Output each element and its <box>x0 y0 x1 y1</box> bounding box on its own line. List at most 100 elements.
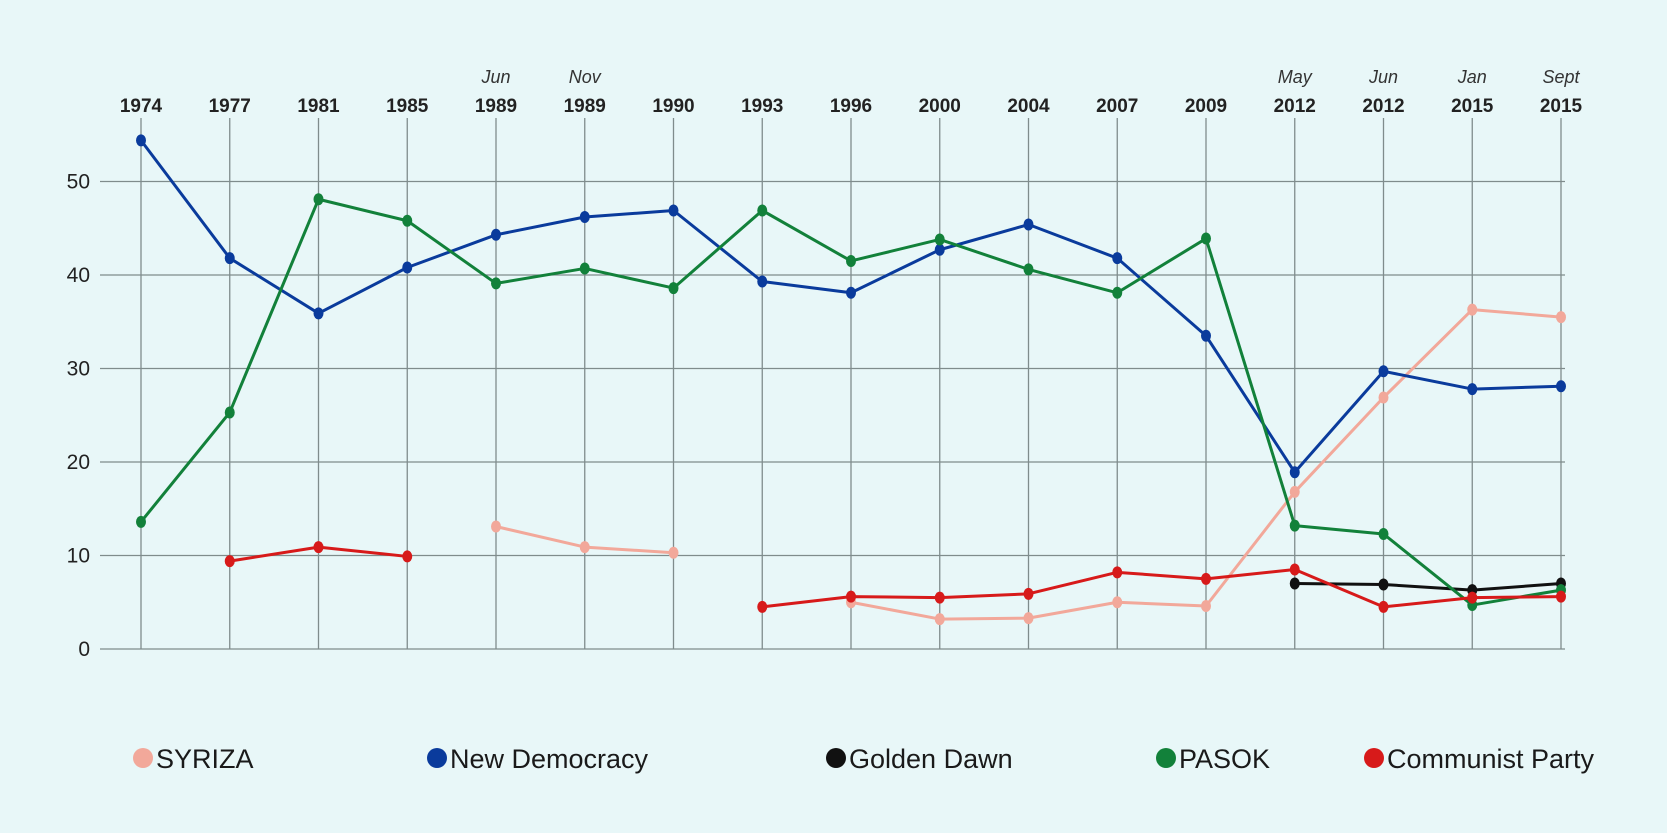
data-point-pasok <box>757 204 768 217</box>
data-point-pasok <box>224 406 235 419</box>
data-point-new-democracy <box>1467 383 1478 396</box>
data-point-new-democracy <box>1201 329 1211 342</box>
series-lines <box>136 134 1566 626</box>
x-tick-label-month: Sept <box>1542 67 1580 87</box>
legend-marker <box>427 748 447 768</box>
data-point-syriza <box>668 546 679 559</box>
x-tick-label-year: 2012 <box>1274 96 1316 117</box>
data-point-communist-party <box>1201 572 1211 585</box>
data-point-communist-party <box>757 600 768 613</box>
data-point-new-democracy <box>934 243 945 256</box>
data-point-new-democracy <box>136 134 146 147</box>
series-communist-party <box>224 541 1566 613</box>
data-point-new-democracy <box>579 211 590 224</box>
data-point-communist-party <box>1556 590 1566 603</box>
legend-label: Communist Party <box>1387 744 1595 774</box>
x-tick-label-year: 2009 <box>1185 96 1227 117</box>
x-axis-labels: 1974 1977 1981 1985 Jun 1989 Nov 1989 1990 1993 19… <box>120 67 1583 117</box>
legend-label: PASOK <box>1179 744 1270 774</box>
data-point-new-democracy <box>668 204 679 217</box>
data-point-pasok <box>491 277 501 290</box>
data-point-pasok <box>1378 527 1389 540</box>
x-tick-label-year: 2004 <box>1007 96 1050 117</box>
series-syriza <box>491 303 1566 626</box>
data-point-pasok <box>1289 519 1300 532</box>
data-point-new-democracy <box>491 228 501 241</box>
y-tick-label: 50 <box>67 171 90 194</box>
x-tick-label-year: 2015 <box>1540 96 1583 117</box>
data-point-syriza <box>934 613 945 626</box>
x-tick-label-year: 1985 <box>386 96 429 117</box>
x-tick-label-month: Jan <box>1457 67 1487 87</box>
data-point-communist-party <box>846 590 856 603</box>
data-point-pasok <box>1112 286 1123 299</box>
data-point-syriza <box>1467 303 1478 316</box>
legend-item-new-democracy: New Democracy <box>427 744 649 774</box>
legend-item-pasok: PASOK <box>1156 744 1270 774</box>
legend-item-syriza: SYRIZA <box>133 744 254 774</box>
data-point-syriza <box>1112 596 1123 609</box>
data-point-new-democracy <box>224 252 235 265</box>
x-tick-label-year: 2015 <box>1451 96 1494 117</box>
data-point-syriza <box>1023 612 1034 625</box>
x-tick-label-year: 1974 <box>120 96 163 117</box>
data-point-new-democracy <box>1556 380 1566 393</box>
data-point-syriza <box>1201 599 1211 612</box>
x-tick-label-year: 1981 <box>297 96 340 117</box>
data-point-new-democracy <box>1378 365 1389 378</box>
legend-marker <box>1364 748 1384 768</box>
data-point-golden-dawn <box>1289 577 1300 590</box>
data-point-communist-party <box>224 555 235 568</box>
data-point-communist-party <box>934 591 945 604</box>
data-point-pasok <box>579 262 590 275</box>
legend-label: Golden Dawn <box>849 744 1013 774</box>
x-tick-label-year: 2000 <box>919 96 961 117</box>
gridlines <box>100 118 1565 650</box>
x-tick-label-year: 1977 <box>209 96 251 117</box>
data-point-syriza <box>1378 391 1389 404</box>
legend-marker <box>826 748 846 768</box>
data-point-new-democracy <box>846 286 856 299</box>
y-tick-label: 30 <box>67 358 90 381</box>
legend-item-golden-dawn: Golden Dawn <box>826 744 1013 774</box>
x-tick-label-month: Jun <box>480 67 510 87</box>
data-point-communist-party <box>1289 563 1300 576</box>
data-point-communist-party <box>313 541 324 554</box>
data-point-new-democracy <box>313 307 324 320</box>
data-point-communist-party <box>1023 587 1034 600</box>
y-tick-label: 10 <box>67 545 90 568</box>
data-point-syriza <box>1289 485 1300 498</box>
data-point-new-democracy <box>402 261 413 274</box>
x-tick-label-year: 1989 <box>475 96 517 117</box>
x-tick-label-month: May <box>1278 67 1313 87</box>
legend: SYRIZA New Democracy Golden Dawn PASOK Commu… <box>133 744 1595 774</box>
y-tick-label: 0 <box>78 638 90 661</box>
y-axis-labels: 0 10 20 30 40 50 <box>67 171 90 662</box>
series-pasok <box>136 193 1566 612</box>
data-point-pasok <box>934 233 945 246</box>
data-point-pasok <box>1201 232 1211 245</box>
series-new-democracy <box>136 134 1566 479</box>
data-point-communist-party <box>1112 566 1123 579</box>
data-point-syriza <box>491 520 501 533</box>
x-tick-label-month: Nov <box>569 67 602 87</box>
x-tick-label-year: 1990 <box>652 96 694 117</box>
data-point-pasok <box>313 193 324 206</box>
data-point-communist-party <box>1467 591 1478 604</box>
legend-item-communist-party: Communist Party <box>1364 744 1595 774</box>
x-tick-label-year: 2007 <box>1096 96 1138 117</box>
x-tick-label-year: 1993 <box>741 96 783 117</box>
data-point-new-democracy <box>1112 252 1123 265</box>
series-line-golden-dawn <box>1294 582 1562 592</box>
data-point-pasok <box>668 282 679 295</box>
x-tick-label-year: 1996 <box>830 96 872 117</box>
series-line-communist-party <box>762 568 1562 609</box>
x-tick-label-year: 1989 <box>564 96 606 117</box>
data-point-golden-dawn <box>1378 578 1389 591</box>
y-tick-label: 40 <box>67 264 90 287</box>
legend-label: SYRIZA <box>156 744 254 774</box>
data-point-new-democracy <box>1289 466 1300 479</box>
data-point-syriza <box>1556 311 1566 324</box>
